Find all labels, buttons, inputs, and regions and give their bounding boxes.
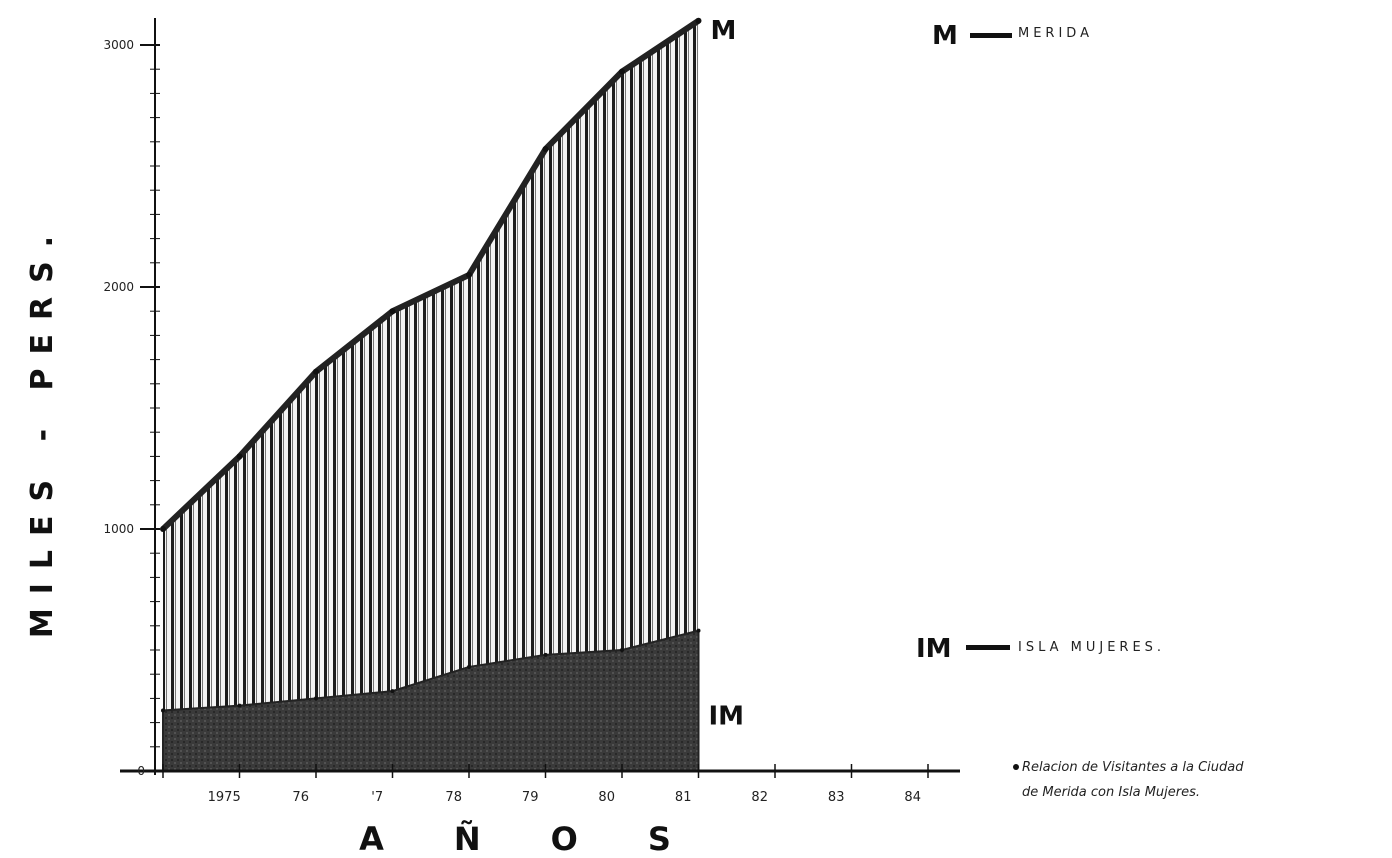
- legend-mark-merida: M: [932, 21, 958, 51]
- data-point-isla-mujeres: [467, 664, 471, 669]
- data-point-isla-mujeres: [620, 648, 624, 652]
- data-point-isla-mujeres: [237, 703, 242, 708]
- x-tick-label: '7: [371, 790, 383, 805]
- series-area-merida: [163, 20, 699, 772]
- data-point-merida: [160, 526, 166, 532]
- axes: [120, 18, 960, 775]
- y-axis-label-text: MILES - PERS.: [25, 222, 60, 638]
- series-line-merida: [160, 18, 701, 532]
- data-point-merida: [389, 308, 396, 315]
- data-point-merida: [313, 368, 319, 375]
- data-point-merida: [466, 271, 472, 278]
- data-point-isla-mujeres: [314, 696, 318, 701]
- data-point-isla-mujeres: [390, 689, 395, 694]
- ticks: [140, 44, 929, 778]
- data-point-merida: [619, 68, 625, 75]
- series-end-mark-isla-mujeres: IM: [709, 702, 745, 732]
- legend-line-isla-mujeres: [966, 645, 1010, 650]
- note-bullet-icon: [1013, 764, 1019, 770]
- tick-labels: 0 1000 2000 3000 1975 76 '7 78 79 80 81 82 83 84: [103, 38, 921, 805]
- legend-label-merida: MERIDA: [1018, 26, 1093, 41]
- note-line-2: de Merida con Isla Mujeres.: [1022, 785, 1200, 800]
- legend-line-merida: [970, 33, 1012, 38]
- note-line-1: Relacion de Visitantes a la Ciudad: [1022, 760, 1244, 775]
- series-marks: M IM: [709, 16, 745, 732]
- x-axis-label-text: AÑOS: [359, 820, 741, 858]
- legend-mark-isla-mujeres: IM: [916, 634, 952, 664]
- series-end-mark-merida: M: [711, 16, 737, 46]
- x-tick-label: 76: [292, 790, 309, 805]
- x-tick-label: 78: [445, 790, 462, 805]
- data-point-isla-mujeres: [543, 652, 548, 657]
- areas: [160, 17, 702, 772]
- x-tick-label: 81: [675, 790, 692, 805]
- y-tick-label: 3000: [103, 38, 134, 52]
- y-tick-label: 2000: [103, 280, 134, 294]
- y-tick-label: 0: [137, 764, 145, 778]
- data-point-isla-mujeres: [161, 708, 165, 713]
- y-tick-label: 1000: [103, 522, 134, 536]
- data-point-merida: [236, 453, 243, 460]
- legend-label-isla-mujeres: ISLA MUJERES.: [1018, 640, 1165, 655]
- data-point-merida: [542, 146, 549, 153]
- x-tick-label: 80: [598, 790, 615, 805]
- x-tick-label: 84: [904, 790, 921, 805]
- data-point-isla-mujeres: [696, 628, 701, 633]
- x-tick-label: 82: [751, 790, 768, 805]
- legend: M MERIDA IM ISLA MUJERES.: [916, 21, 1165, 664]
- y-axis-label: MILES - PERS.: [25, 222, 60, 638]
- x-axis-label: AÑOS: [359, 820, 741, 858]
- x-tick-label: 1975: [208, 790, 241, 805]
- x-tick-label: 83: [828, 790, 845, 805]
- x-tick-label: 79: [522, 790, 539, 805]
- data-point-merida: [695, 17, 702, 24]
- chart-note: Relacion de Visitantes a la Ciudad de Me…: [1013, 760, 1244, 800]
